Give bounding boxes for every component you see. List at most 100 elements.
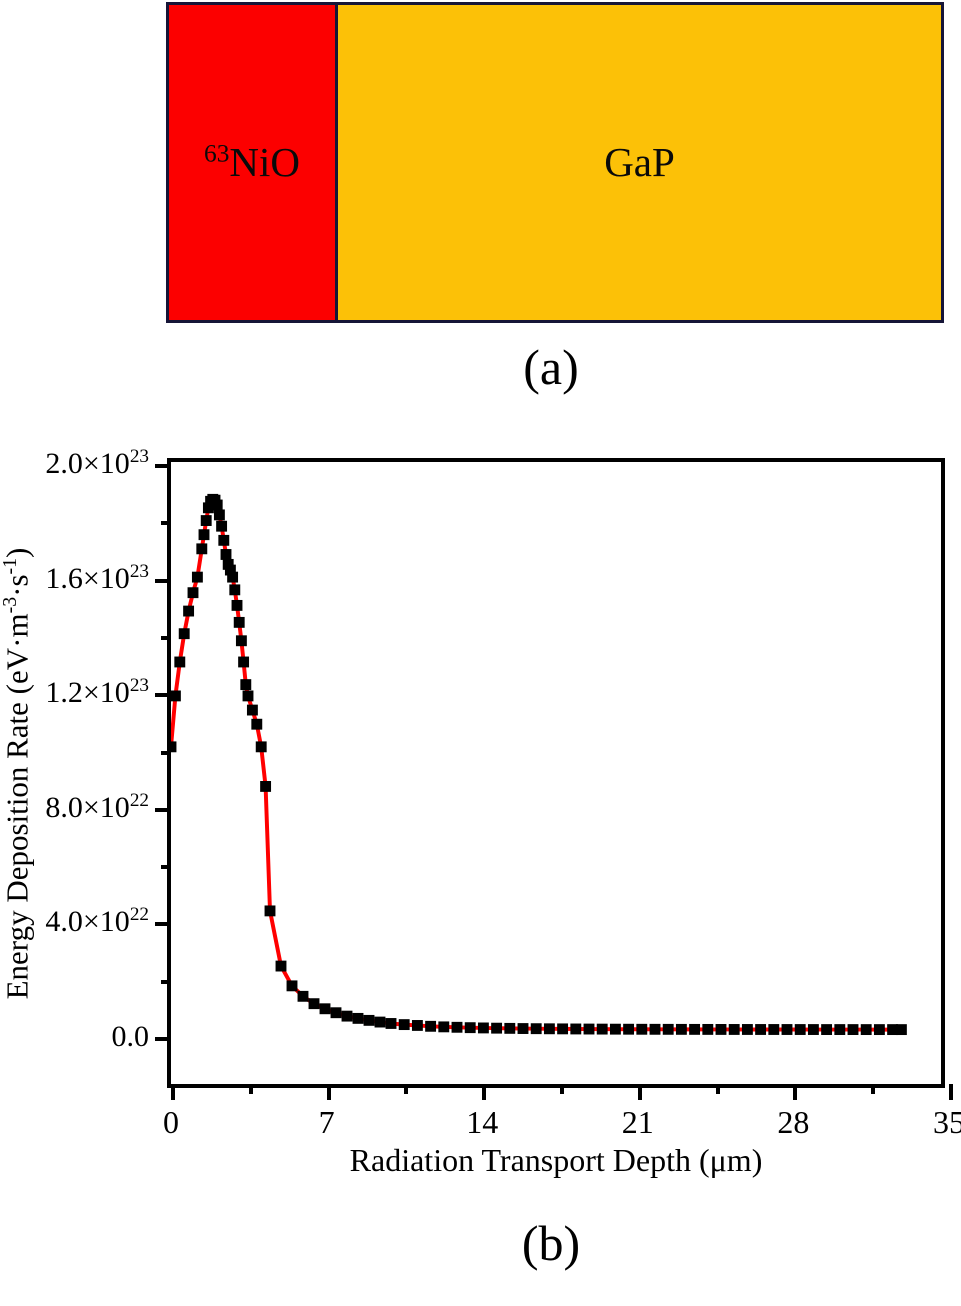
- data-point-marker: [477, 1022, 489, 1034]
- data-point-marker: [191, 571, 203, 583]
- data-point-marker: [609, 1023, 621, 1035]
- data-point-marker: [233, 616, 245, 628]
- gap-layer-label: GaP: [604, 142, 675, 183]
- data-point-marker: [728, 1024, 740, 1035]
- nio-isotope-superscript: 63: [203, 139, 230, 168]
- data-point-marker: [557, 1023, 569, 1035]
- data-point-marker: [229, 584, 241, 596]
- data-point-marker: [715, 1024, 727, 1035]
- data-point-marker: [491, 1022, 503, 1034]
- data-point-marker: [220, 549, 232, 560]
- data-point-marker: [330, 1007, 342, 1019]
- y-axis-tick-label: 1.2×1023: [45, 675, 149, 710]
- x-axis-tick: [637, 1084, 642, 1100]
- data-point-marker: [235, 635, 247, 647]
- data-point-marker: [768, 1024, 780, 1035]
- data-point-marker: [183, 605, 195, 617]
- data-point-marker: [174, 656, 186, 668]
- data-point-marker: [649, 1023, 661, 1035]
- data-point-marker: [464, 1022, 476, 1034]
- data-point-marker: [308, 998, 320, 1010]
- y-axis-minor-tick: [161, 521, 171, 526]
- data-point-marker: [216, 520, 228, 532]
- x-axis-tick: [949, 1084, 953, 1100]
- data-point-marker: [187, 587, 199, 599]
- y-axis-label-text: Energy Deposition Rate (eV·m-3·s-1): [0, 547, 35, 999]
- data-point-marker: [227, 571, 239, 583]
- data-point-marker: [286, 980, 298, 992]
- data-point-marker: [251, 718, 263, 730]
- data-point-marker: [198, 529, 210, 541]
- data-point-marker: [213, 509, 225, 521]
- data-point-marker: [171, 741, 177, 753]
- x-axis-label: Radiation Transport Depth (μm): [349, 1142, 763, 1178]
- data-point-marker: [319, 1003, 331, 1015]
- x-axis-tick: [793, 1084, 798, 1100]
- data-point-marker: [807, 1024, 819, 1035]
- data-point-marker: [222, 558, 234, 570]
- y-axis-tick: [155, 807, 171, 812]
- y-axis-tick: [155, 922, 171, 927]
- data-point-marker: [530, 1023, 542, 1035]
- y-axis-tick-label: 1.6×1023: [45, 560, 149, 595]
- nio-layer-label: 63NiO: [203, 139, 300, 185]
- data-point-marker: [873, 1024, 885, 1036]
- data-point-marker: [240, 679, 252, 691]
- plot-frame: 0.0 4.0×1022 8.0×1022 1.2×1023 1.6×1023 2.0×1…: [45, 447, 961, 1138]
- nio-formula: NiO: [229, 139, 300, 185]
- panel-a-caption: (a): [523, 339, 579, 395]
- x-axis-tick: [482, 1084, 487, 1100]
- data-point-marker: [702, 1023, 714, 1035]
- data-point-marker: [741, 1024, 753, 1035]
- y-axis-minor-tick: [161, 865, 171, 870]
- data-point-marker: [583, 1023, 595, 1035]
- y-axis-minor-tick: [161, 635, 171, 640]
- y-axis-minor-tick: [161, 750, 171, 755]
- data-point-marker: [385, 1018, 397, 1029]
- data-point-marker: [374, 1016, 386, 1028]
- data-point-marker: [341, 1010, 353, 1022]
- data-point-marker: [794, 1024, 806, 1035]
- y-axis-minor-tick: [161, 979, 171, 984]
- data-point-marker: [264, 905, 276, 917]
- data-point-marker: [260, 781, 272, 792]
- data-point-marker: [200, 515, 212, 526]
- data-point-marker: [636, 1023, 648, 1035]
- data-point-marker: [675, 1023, 687, 1035]
- nio-layer-block: 63NiO: [169, 5, 338, 320]
- data-point-marker: [352, 1012, 364, 1024]
- x-axis-minor-tick: [248, 1084, 253, 1094]
- data-point-marker: [224, 564, 236, 576]
- y-axis-tick-label: 0.0: [111, 1020, 150, 1053]
- panel-a-layer-diagram: 63NiO GaP (a): [0, 0, 961, 430]
- panel-b-caption: (b): [521, 1215, 581, 1271]
- data-point-marker: [662, 1023, 674, 1035]
- x-axis-tick-label: 14: [466, 1104, 499, 1140]
- data-point-marker: [834, 1024, 846, 1035]
- x-axis-minor-tick: [715, 1084, 720, 1094]
- data-point-marker: [202, 502, 214, 514]
- panel-b-chart: Energy Deposition Rate (eV·m-3·s-1) 0.0 4…: [0, 430, 961, 1306]
- y-axis-tick-label: 2.0×1023: [45, 446, 149, 480]
- data-point-marker: [238, 656, 250, 668]
- data-point-marker: [411, 1020, 423, 1031]
- y-axis-tick-label: 4.0×1022: [45, 904, 149, 939]
- gap-layer-block: GaP: [338, 5, 941, 320]
- data-point-marker: [781, 1024, 793, 1035]
- x-axis-tick: [171, 1084, 175, 1100]
- data-point-marker: [623, 1023, 635, 1035]
- x-axis-tick-label: 0: [163, 1104, 179, 1140]
- data-point-marker: [178, 628, 190, 640]
- data-point-marker: [451, 1021, 463, 1033]
- data-point-marker: [887, 1024, 899, 1036]
- x-axis-tick-label: 21: [621, 1104, 654, 1140]
- data-point-marker: [242, 690, 254, 702]
- data-point-marker: [196, 543, 208, 555]
- y-axis-tick: [155, 578, 171, 583]
- data-line: [171, 497, 904, 1032]
- x-axis-minor-tick: [404, 1084, 409, 1094]
- y-axis-label: Energy Deposition Rate (eV·m-3·s-1): [0, 458, 39, 1088]
- data-point-marker: [517, 1023, 529, 1034]
- data-point-marker: [211, 499, 223, 511]
- x-axis-minor-tick: [560, 1084, 564, 1094]
